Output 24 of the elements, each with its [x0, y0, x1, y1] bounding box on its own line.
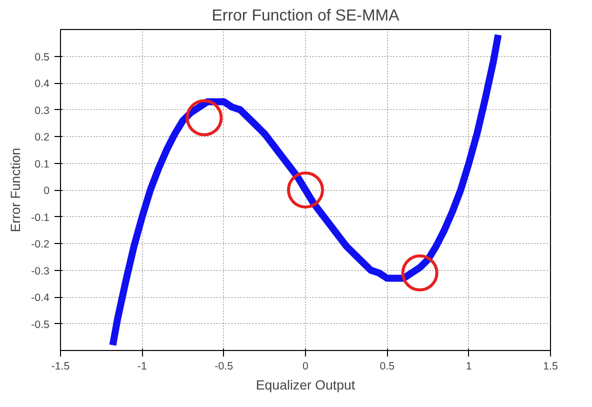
y-tick-label: 0.2 [34, 132, 50, 144]
y-tick-label: -0.5 [31, 318, 50, 331]
point [186, 99, 223, 136]
x-tick-label: 0.5 [380, 360, 395, 372]
y-tick-label: 0.1 [34, 158, 50, 170]
x-tick-label: 1 [466, 360, 472, 372]
y-tick-label: -0.4 [31, 292, 50, 304]
y-tick-label: 0.4 [34, 78, 50, 90]
y-tick-label: 0 [44, 185, 50, 197]
x-tick-label: -1.5 [51, 360, 70, 372]
y-tick-label: 0.5 [34, 51, 50, 64]
x-axis-title: Equalizer Output [256, 378, 356, 392]
y-tick-label: 0.3 [34, 104, 50, 117]
y-tick-label: -0.2 [31, 238, 50, 250]
point [287, 172, 324, 208]
x-tick-label: 1.5 [543, 360, 558, 372]
x-tick-label: 0 [302, 360, 309, 372]
x-tick-label: -1 [137, 360, 147, 372]
y-tick-label: -0.3 [31, 265, 50, 278]
x-tick-label: -0.5 [214, 360, 234, 372]
chart-title: Error Function of SE-MMA [212, 8, 400, 24]
point [401, 254, 438, 292]
y-tick-label: -0.1 [31, 212, 50, 224]
y-axis-title: Error Function [8, 148, 24, 232]
